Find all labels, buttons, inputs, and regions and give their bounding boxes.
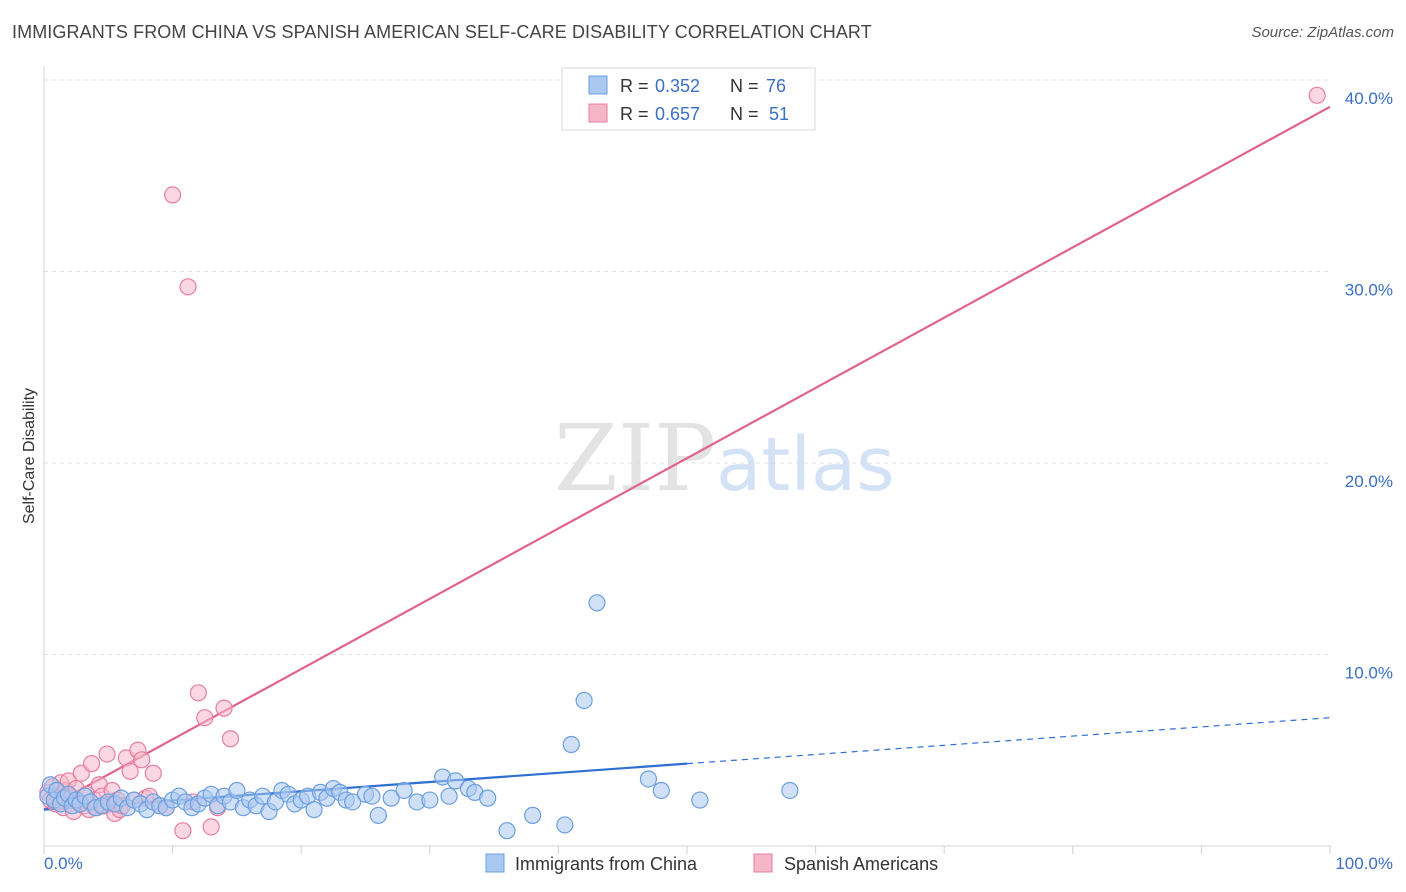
data-point-spanish-americans: [144, 764, 162, 782]
bottom-legend-swatch-blue: [485, 853, 505, 873]
watermark-zip: ZIP: [554, 405, 716, 512]
trendline-immigrants-from-china-extension: [686, 717, 1331, 765]
data-point-spanish-americans: [189, 684, 207, 702]
y-tick-label: 10.0%: [1345, 664, 1393, 683]
legend-r-label-pink: R =: [620, 104, 654, 124]
legend-r-label-blue: R =: [620, 76, 654, 96]
data-point-immigrants-from-china: [575, 691, 593, 710]
data-point-spanish-americans: [174, 822, 192, 840]
x-tick-label-max: 100.0%: [1335, 854, 1393, 873]
legend-n-label-blue: N =: [730, 76, 764, 96]
bottom-legend-label-blue: Immigrants from China: [515, 854, 698, 874]
data-point-immigrants-from-china: [556, 816, 574, 834]
data-point-spanish-americans: [1308, 86, 1326, 104]
data-point-immigrants-from-china: [369, 806, 387, 824]
source-credit: Source: ZipAtlas.com: [1251, 24, 1394, 41]
legend-r-value-blue: 0.352: [655, 76, 700, 96]
chart-title: IMMIGRANTS FROM CHINA VS SPANISH AMERICA…: [12, 22, 872, 42]
y-tick-labels: 10.0% 20.0% 30.0% 40.0%: [1345, 89, 1393, 683]
data-point-immigrants-from-china: [344, 793, 362, 811]
data-point-spanish-americans: [82, 755, 101, 773]
legend-n-label-pink: N =: [730, 104, 764, 124]
data-point-spanish-americans: [196, 709, 214, 727]
data-point-immigrants-from-china: [363, 787, 381, 805]
legend: R = 0.352 N = 76 R = 0.657 N = 51: [561, 67, 816, 131]
data-point-spanish-americans: [121, 762, 139, 780]
data-point-immigrants-from-china: [588, 594, 606, 612]
bottom-legend-swatch-pink: [753, 853, 773, 873]
data-point-immigrants-from-china: [395, 781, 413, 800]
watermark-atlas: atlas: [716, 422, 895, 508]
watermark: ZIP atlas: [554, 405, 895, 512]
series-immigrants-from-china: [39, 594, 799, 840]
data-point-immigrants-from-china: [781, 781, 799, 800]
x-ticks: [43, 846, 1331, 854]
legend-n-value-pink: 51: [769, 104, 789, 124]
legend-swatch-blue: [588, 75, 608, 95]
data-point-immigrants-from-china: [652, 781, 670, 800]
bottom-legend-label-pink: Spanish Americans: [784, 854, 938, 874]
data-point-spanish-americans: [221, 730, 240, 748]
y-tick-label: 40.0%: [1345, 89, 1393, 108]
data-point-spanish-americans: [164, 186, 182, 204]
trendline-spanish-americans: [43, 105, 1331, 811]
data-point-immigrants-from-china: [228, 781, 246, 800]
data-point-spanish-americans: [133, 751, 151, 769]
data-point-spanish-americans: [202, 818, 220, 836]
data-point-spanish-americans: [98, 745, 116, 763]
y-tick-label: 30.0%: [1345, 281, 1393, 300]
data-point-immigrants-from-china: [382, 789, 400, 807]
trend-lines: [43, 105, 1331, 811]
y-axis-label: Self-Care Disability: [21, 388, 38, 524]
legend-r-value-pink: 0.657: [655, 104, 700, 124]
data-point-spanish-americans: [179, 278, 197, 296]
grid-lines: [44, 79, 1330, 655]
data-point-immigrants-from-china: [440, 787, 458, 805]
bottom-legend: Immigrants from China Spanish Americans: [485, 853, 938, 874]
data-point-immigrants-from-china: [421, 791, 439, 809]
data-point-immigrants-from-china: [562, 735, 580, 754]
x-tick-label-min: 0.0%: [44, 854, 83, 873]
legend-swatch-pink: [588, 103, 608, 123]
data-point-immigrants-from-china: [305, 801, 323, 819]
legend-n-value-blue: 76: [766, 76, 786, 96]
data-point-immigrants-from-china: [524, 806, 542, 824]
data-point-immigrants-from-china: [479, 789, 497, 807]
data-point-immigrants-from-china: [498, 822, 516, 840]
data-point-immigrants-from-china: [639, 770, 658, 788]
data-point-immigrants-from-china: [446, 772, 465, 790]
data-point-spanish-americans: [215, 699, 233, 717]
y-tick-label: 20.0%: [1345, 472, 1393, 491]
data-point-immigrants-from-china: [691, 791, 709, 809]
